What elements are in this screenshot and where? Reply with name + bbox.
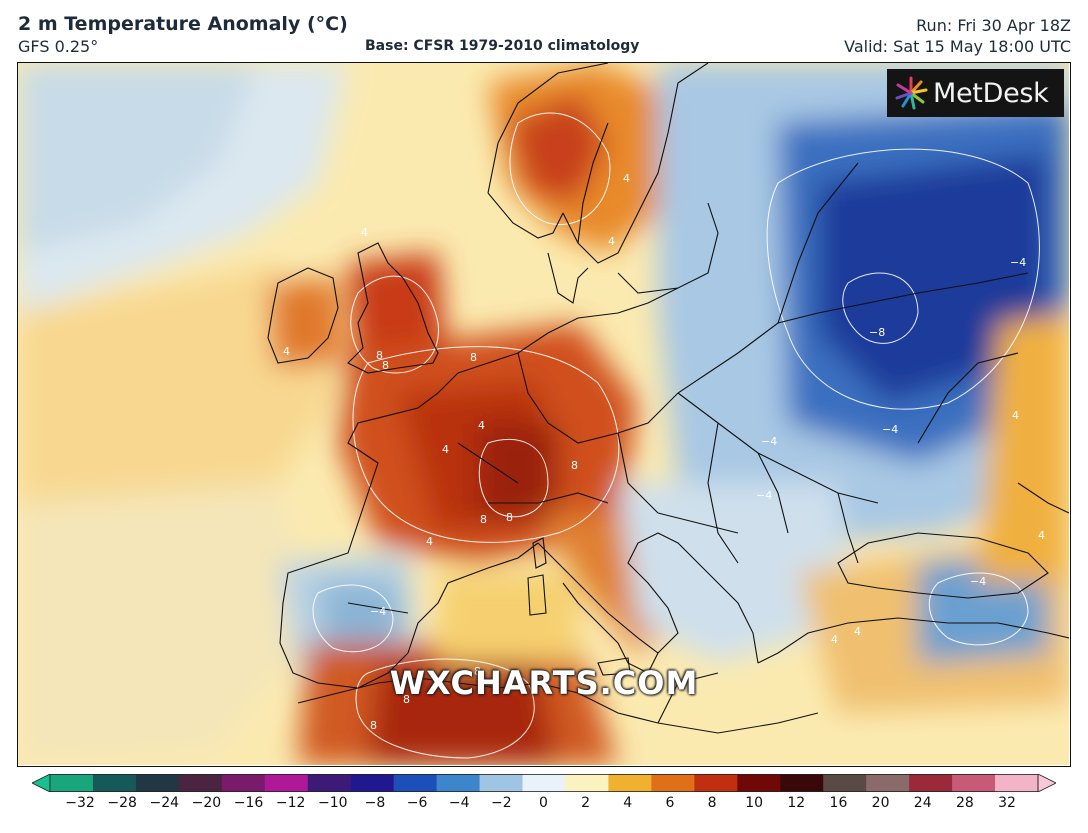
colorbar-cell bbox=[995, 774, 1039, 792]
map-title: 2 m Temperature Anomaly (°C) bbox=[18, 13, 348, 35]
colorbar-tick-label: −4 bbox=[448, 795, 470, 811]
contour-label-group: 4 4 4 4 8 8 8 4 4 8 8 8 −4 −4 −4 −8 −4 4… bbox=[283, 172, 1045, 732]
colorbar-cells bbox=[32, 774, 1056, 792]
colorbar-cell bbox=[135, 774, 180, 792]
colorbar-cell bbox=[780, 774, 824, 792]
colorbar-tick-label: 24 bbox=[913, 795, 932, 811]
anomaly-field bbox=[18, 63, 1069, 765]
contour-label: 8 bbox=[506, 511, 513, 524]
contour-label: −4 bbox=[882, 423, 898, 436]
contour-label: 4 bbox=[426, 535, 433, 548]
colorbar-cell bbox=[694, 774, 738, 792]
colorbar-outline bbox=[49, 774, 1039, 792]
colorbar-tick-label: 0 bbox=[539, 795, 548, 811]
colorbar-tick-label: 20 bbox=[871, 795, 890, 811]
contour-label: 4 bbox=[1038, 529, 1045, 542]
colorbar-cell bbox=[608, 774, 652, 792]
run-time-label: Run: Fri 30 Apr 18Z bbox=[916, 16, 1071, 35]
anomaly-contours bbox=[312, 112, 1040, 759]
colorbar-tick-label: 12 bbox=[787, 795, 806, 811]
colorbar-cell bbox=[866, 774, 910, 792]
colorbar-cell bbox=[479, 774, 524, 792]
contour-label: 8 bbox=[376, 349, 383, 362]
contour-label: 4 bbox=[442, 443, 449, 456]
contour-label: 8 bbox=[470, 351, 477, 364]
metdesk-logo-text: MetDesk bbox=[933, 77, 1049, 109]
base-climatology-label: Base: CFSR 1979-2010 climatology bbox=[365, 38, 640, 54]
contour-label: 4 bbox=[283, 345, 290, 358]
wxcharts-watermark: WXCHARTS.COM bbox=[389, 664, 699, 702]
temperature-anomaly-map[interactable]: 4 4 4 4 8 8 8 4 4 8 8 8 −4 −4 −4 −8 −4 4… bbox=[17, 62, 1071, 767]
colorbar-tick-label: 2 bbox=[581, 795, 591, 811]
contour-label: 4 bbox=[478, 419, 485, 432]
contour-label: −4 bbox=[1010, 256, 1026, 269]
colorbar-cell bbox=[823, 774, 867, 792]
contour-label: −4 bbox=[970, 575, 986, 588]
colorbar-tick-label: −12 bbox=[275, 795, 306, 811]
contour-label: 8 bbox=[370, 719, 377, 732]
metdesk-logo: MetDesk bbox=[887, 69, 1064, 117]
colorbar-tick-label: −10 bbox=[318, 795, 348, 811]
model-label: GFS 0.25° bbox=[18, 37, 99, 56]
colorbar-cell bbox=[350, 774, 395, 792]
colorbar bbox=[32, 774, 1056, 792]
colorbar-tick-label: 6 bbox=[665, 795, 675, 811]
contour-label: 8 bbox=[382, 359, 389, 372]
colorbar-cell bbox=[50, 774, 94, 792]
contour-label: 4 bbox=[831, 633, 838, 646]
colorbar-tick-label: 16 bbox=[829, 795, 848, 811]
contour-label: 8 bbox=[474, 665, 481, 678]
colorbar-tick-label: −24 bbox=[149, 795, 180, 811]
colorbar-cell bbox=[952, 774, 996, 792]
colorbar-tick-label: 32 bbox=[998, 795, 1016, 811]
colorbar-tick-label: −6 bbox=[406, 795, 428, 811]
colorbar-tick-label: 10 bbox=[745, 795, 764, 811]
colorbar-tick-label: −8 bbox=[364, 795, 386, 811]
coastlines-and-borders bbox=[267, 63, 1069, 734]
colorbar-cell bbox=[92, 774, 137, 792]
valid-time-label: Valid: Sat 15 May 18:00 UTC bbox=[844, 37, 1071, 56]
colorbar-tick-label: 8 bbox=[707, 795, 717, 811]
metdesk-starburst-icon bbox=[895, 76, 928, 110]
contour-label: −8 bbox=[869, 326, 885, 339]
colorbar-tick-label: 4 bbox=[623, 795, 633, 811]
map-canvas: 4 4 4 4 8 8 8 4 4 8 8 8 −4 −4 −4 −8 −4 4… bbox=[18, 63, 1069, 765]
colorbar-tick-labels: −32 −28 −24 −20 −16 −12 −10 −8 −6 −4 −2 0 2 4 6 8 10 12 16… bbox=[0, 795, 1088, 819]
colorbar-cell bbox=[307, 774, 352, 792]
colorbar-tick-label: 28 bbox=[955, 795, 974, 811]
contour-label: 4 bbox=[854, 625, 861, 638]
contour-label: 4 bbox=[608, 235, 615, 248]
contour-label: −4 bbox=[370, 605, 386, 618]
contour-label: 8 bbox=[403, 693, 410, 706]
colorbar-tick-label: −16 bbox=[233, 795, 264, 811]
colorbar-cell bbox=[909, 774, 953, 792]
colorbar-cell bbox=[565, 774, 609, 792]
contour-label: 4 bbox=[361, 226, 368, 239]
colorbar-cell bbox=[737, 774, 781, 792]
colorbar-cell bbox=[522, 774, 566, 792]
colorbar-tick-label: −2 bbox=[491, 795, 512, 811]
contour-label: 8 bbox=[571, 459, 578, 472]
colorbar-cell bbox=[221, 774, 266, 792]
colorbar-tick-label: −20 bbox=[191, 795, 222, 811]
colorbar-cell bbox=[436, 774, 481, 792]
colorbar-min-arrow bbox=[32, 774, 51, 792]
contour-label: 4 bbox=[1012, 409, 1019, 422]
colorbar-cell bbox=[178, 774, 223, 792]
contour-label: −4 bbox=[761, 435, 777, 448]
colorbar-tick-label: −32 bbox=[65, 795, 95, 811]
colorbar-cell bbox=[393, 774, 438, 792]
contour-label: −4 bbox=[756, 489, 772, 502]
colorbar-cell bbox=[264, 774, 309, 792]
contour-label: 8 bbox=[480, 513, 487, 526]
colorbar-tick-label: −28 bbox=[107, 795, 137, 811]
colorbar-cell bbox=[651, 774, 695, 792]
contour-label: 4 bbox=[623, 172, 630, 185]
colorbar-max-arrow bbox=[1037, 774, 1056, 792]
